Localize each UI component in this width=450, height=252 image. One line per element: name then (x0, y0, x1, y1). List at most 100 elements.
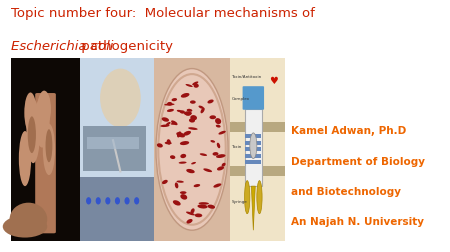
Ellipse shape (188, 128, 198, 130)
Ellipse shape (201, 108, 205, 114)
Ellipse shape (191, 162, 196, 165)
Ellipse shape (45, 130, 52, 163)
FancyBboxPatch shape (230, 123, 285, 133)
FancyBboxPatch shape (244, 110, 262, 186)
Ellipse shape (180, 192, 186, 194)
Ellipse shape (180, 154, 186, 159)
Ellipse shape (166, 140, 171, 145)
Ellipse shape (43, 124, 55, 175)
Ellipse shape (216, 154, 225, 159)
Ellipse shape (35, 97, 50, 148)
Ellipse shape (167, 103, 172, 106)
Ellipse shape (244, 181, 250, 214)
FancyBboxPatch shape (80, 177, 153, 241)
Ellipse shape (186, 169, 195, 174)
FancyBboxPatch shape (245, 135, 261, 139)
Ellipse shape (218, 131, 226, 135)
Ellipse shape (96, 197, 101, 205)
Ellipse shape (167, 109, 174, 112)
Ellipse shape (166, 122, 171, 126)
FancyBboxPatch shape (80, 58, 153, 241)
Ellipse shape (189, 119, 195, 123)
Ellipse shape (171, 123, 177, 125)
Ellipse shape (24, 93, 36, 133)
FancyBboxPatch shape (230, 167, 285, 177)
FancyBboxPatch shape (153, 58, 230, 241)
Text: Toxin: Toxin (231, 144, 242, 148)
Text: Complex: Complex (231, 97, 250, 101)
Ellipse shape (198, 205, 207, 209)
Ellipse shape (257, 181, 262, 214)
Ellipse shape (115, 197, 120, 205)
Ellipse shape (250, 133, 257, 159)
Ellipse shape (195, 214, 202, 217)
Ellipse shape (210, 116, 216, 120)
FancyBboxPatch shape (245, 141, 261, 145)
Ellipse shape (9, 203, 47, 236)
FancyBboxPatch shape (11, 58, 80, 241)
Ellipse shape (165, 142, 172, 145)
Polygon shape (252, 186, 255, 230)
Ellipse shape (162, 180, 168, 184)
FancyBboxPatch shape (243, 87, 264, 110)
Ellipse shape (190, 101, 196, 104)
Ellipse shape (198, 202, 209, 205)
Ellipse shape (162, 118, 169, 122)
Ellipse shape (170, 156, 176, 160)
Ellipse shape (160, 125, 170, 128)
Ellipse shape (181, 93, 189, 98)
Text: and Biotechnology: and Biotechnology (292, 186, 401, 196)
Ellipse shape (211, 141, 215, 143)
Text: Kamel Adwan, Ph.D: Kamel Adwan, Ph.D (292, 126, 407, 136)
Ellipse shape (185, 85, 193, 88)
FancyBboxPatch shape (35, 94, 56, 233)
Ellipse shape (180, 111, 185, 114)
Ellipse shape (28, 117, 36, 153)
Ellipse shape (194, 184, 200, 187)
Ellipse shape (212, 152, 218, 156)
Ellipse shape (186, 212, 195, 215)
FancyBboxPatch shape (80, 58, 153, 177)
FancyBboxPatch shape (230, 58, 285, 241)
Ellipse shape (180, 142, 189, 146)
Ellipse shape (187, 109, 192, 112)
Ellipse shape (19, 132, 31, 186)
Ellipse shape (156, 69, 228, 230)
Ellipse shape (185, 113, 191, 116)
Ellipse shape (180, 194, 187, 200)
Text: Toxin/Antitoxin: Toxin/Antitoxin (231, 75, 262, 79)
Text: pathogenicity: pathogenicity (77, 40, 173, 52)
Ellipse shape (203, 169, 212, 172)
Ellipse shape (125, 197, 130, 205)
Ellipse shape (213, 184, 221, 188)
FancyBboxPatch shape (245, 148, 261, 152)
Ellipse shape (100, 69, 141, 128)
Ellipse shape (200, 154, 207, 156)
FancyBboxPatch shape (245, 161, 261, 165)
Ellipse shape (207, 205, 215, 209)
Ellipse shape (179, 162, 187, 164)
Ellipse shape (177, 110, 183, 113)
Ellipse shape (177, 132, 181, 138)
Text: Topic number four:  Molecular mechanisms of: Topic number four: Molecular mechanisms … (11, 7, 315, 20)
Ellipse shape (86, 197, 91, 205)
Text: ♥: ♥ (269, 75, 277, 85)
Text: Syringe: Syringe (231, 199, 247, 203)
FancyBboxPatch shape (83, 126, 146, 172)
Text: An Najah N. University: An Najah N. University (292, 216, 424, 226)
Ellipse shape (190, 116, 197, 121)
Ellipse shape (221, 163, 225, 167)
Ellipse shape (217, 143, 220, 149)
Ellipse shape (215, 119, 221, 125)
Ellipse shape (186, 219, 193, 224)
Ellipse shape (105, 197, 110, 205)
Ellipse shape (194, 84, 199, 88)
Text: Department of Biology: Department of Biology (292, 156, 425, 166)
FancyBboxPatch shape (87, 137, 139, 150)
Ellipse shape (184, 112, 192, 116)
Ellipse shape (190, 208, 195, 214)
Ellipse shape (176, 181, 184, 183)
Ellipse shape (198, 106, 204, 109)
Ellipse shape (173, 200, 181, 206)
Text: Escherichia coli: Escherichia coli (11, 40, 114, 52)
